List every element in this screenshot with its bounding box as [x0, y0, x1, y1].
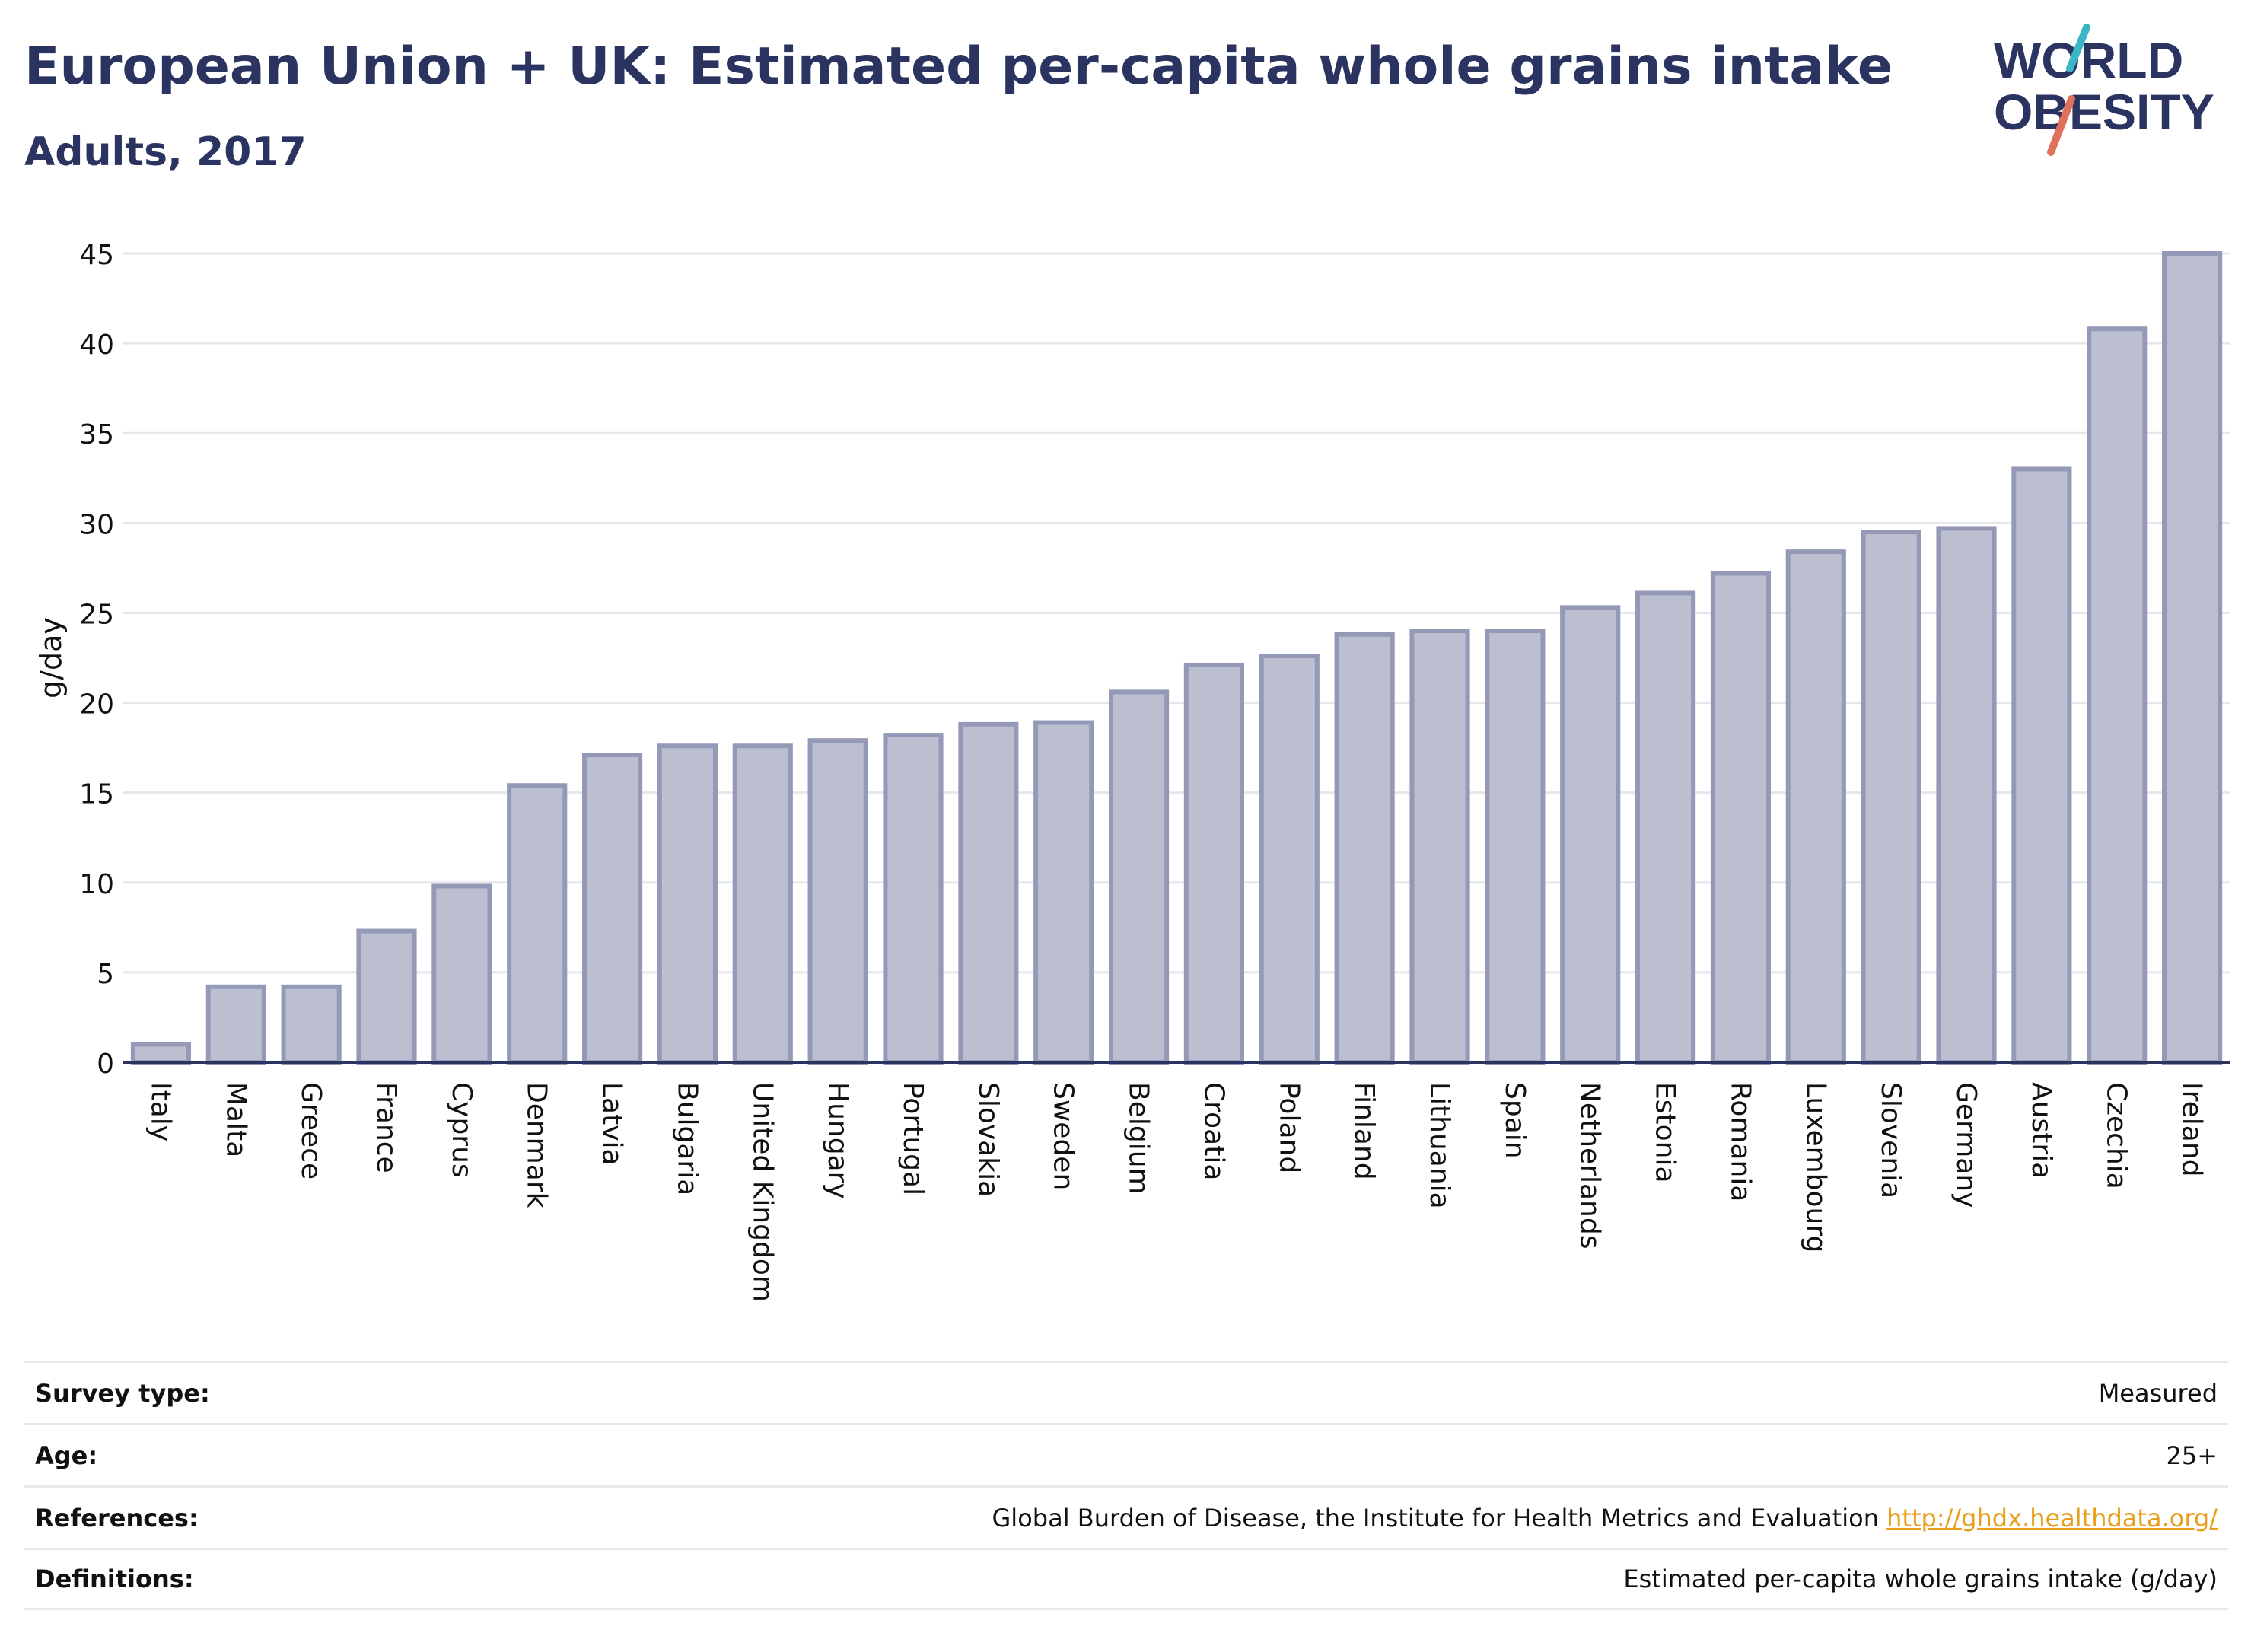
y-tick-label: 5 [97, 959, 114, 990]
bar [1033, 720, 1094, 1065]
age-label: Age: [35, 1440, 98, 1470]
x-tick-label: Portugal [897, 1082, 928, 1195]
y-tick-label: 10 [79, 869, 114, 900]
bar [1861, 530, 1921, 1065]
logo-slash-top [2066, 24, 2090, 72]
y-tick-label: 35 [79, 419, 114, 450]
y-axis-label: g/day [34, 617, 68, 699]
x-tick-label: Belgium [1123, 1082, 1154, 1195]
chart-subtitle: Adults, 2017 [24, 129, 307, 175]
x-tick-label: Greece [295, 1082, 326, 1179]
y-tick-label: 25 [79, 599, 114, 630]
info-row-references: References: Global Burden of Disease, th… [24, 1485, 2228, 1548]
references-text: Global Burden of Disease, the Institute … [992, 1503, 1879, 1533]
x-tick-label: Spain [1499, 1082, 1530, 1159]
x-tick-label: Italy [145, 1082, 176, 1141]
bar [507, 783, 568, 1065]
bar [883, 733, 944, 1065]
y-tick-label: 15 [79, 779, 114, 810]
x-tick-label: Estonia [1650, 1082, 1681, 1183]
y-tick-label: 20 [79, 689, 114, 721]
logo-slash-bottom [2047, 95, 2075, 156]
bar [2011, 466, 2072, 1065]
bar [1635, 590, 1696, 1065]
bar [958, 721, 1019, 1065]
x-tick-label: Cyprus [446, 1082, 477, 1178]
x-tick-label: Poland [1273, 1082, 1304, 1173]
x-tick-label: Finland [1348, 1082, 1380, 1180]
definitions-label: Definitions: [35, 1564, 194, 1593]
x-tick-label: Netherlands [1574, 1082, 1606, 1249]
y-tick-label: 0 [97, 1049, 114, 1080]
bar [281, 984, 342, 1065]
bar [1785, 549, 1846, 1065]
bar [1183, 662, 1245, 1065]
y-tick-label: 40 [79, 329, 114, 361]
chart-title: European Union + UK: Estimated per-capit… [24, 37, 1893, 97]
bar [807, 738, 868, 1065]
references-label: References: [35, 1503, 199, 1533]
x-tick-label: Czechia [2101, 1082, 2132, 1189]
info-table: Survey type: Measured Age: 25+ Reference… [24, 1361, 2228, 1610]
y-tick-label: 45 [79, 240, 114, 271]
y-tick-label: 30 [79, 509, 114, 540]
x-tick-label: Austria [2026, 1082, 2057, 1179]
references-link[interactable]: http://ghdx.healthdata.org/ [1886, 1503, 2218, 1533]
bar-chart: 0 5 10 15 20 25 30 35 40 45 g/day Italy Malta Greece F… [34, 240, 2230, 1302]
definitions-value: Estimated per-capita whole grains intake… [1623, 1564, 2218, 1593]
age-value: 25+ [2166, 1440, 2218, 1470]
bar [1710, 571, 1772, 1065]
bar [1259, 654, 1320, 1065]
x-tick-label: Germany [1950, 1082, 1982, 1208]
info-row-survey-type: Survey type: Measured [24, 1361, 2228, 1423]
x-tick-label: Ireland [2176, 1082, 2208, 1177]
x-tick-label: France [371, 1082, 402, 1173]
bar [205, 984, 266, 1065]
bar [732, 743, 793, 1065]
survey-type-value: Measured [2098, 1378, 2218, 1408]
bar [2087, 326, 2148, 1065]
survey-type-label: Survey type: [35, 1378, 210, 1408]
bar [1108, 689, 1170, 1065]
bar [657, 743, 718, 1065]
info-row-age: Age: 25+ [24, 1423, 2228, 1485]
bar [1334, 632, 1395, 1065]
x-tick-label: Denmark [521, 1082, 552, 1208]
x-tick-label: Lithuania [1424, 1082, 1455, 1209]
references-value: Global Burden of Disease, the Institute … [992, 1504, 2218, 1533]
bar [130, 1042, 192, 1065]
bar [2161, 251, 2223, 1065]
x-tick-label: United Kingdom [747, 1082, 778, 1302]
bar [581, 753, 643, 1065]
x-tick-label: Bulgaria [671, 1082, 702, 1195]
x-tick-label: Slovenia [1875, 1082, 1906, 1198]
bar [431, 883, 492, 1065]
bar [1485, 629, 1546, 1065]
logo-line2: OBESITY [1994, 84, 2214, 140]
logo-line1: WORLD [1994, 32, 2183, 88]
world-obesity-logo: WORLD OBESITY [1994, 24, 2214, 156]
x-tick-label: Sweden [1048, 1082, 1079, 1190]
bar [1560, 605, 1621, 1065]
x-tick-label: Luxembourg [1800, 1082, 1831, 1253]
bar [1936, 526, 1997, 1065]
x-tick-label: Latvia [597, 1082, 628, 1166]
info-row-definitions: Definitions: Estimated per-capita whole … [24, 1548, 2228, 1610]
bar [1409, 629, 1470, 1065]
x-tick-label: Romania [1724, 1082, 1756, 1202]
bar [356, 928, 417, 1065]
x-tick-label: Slovakia [973, 1082, 1004, 1197]
x-tick-label: Malta [220, 1082, 251, 1157]
x-tick-label: Croatia [1198, 1082, 1229, 1180]
x-tick-label: Hungary [822, 1082, 853, 1199]
